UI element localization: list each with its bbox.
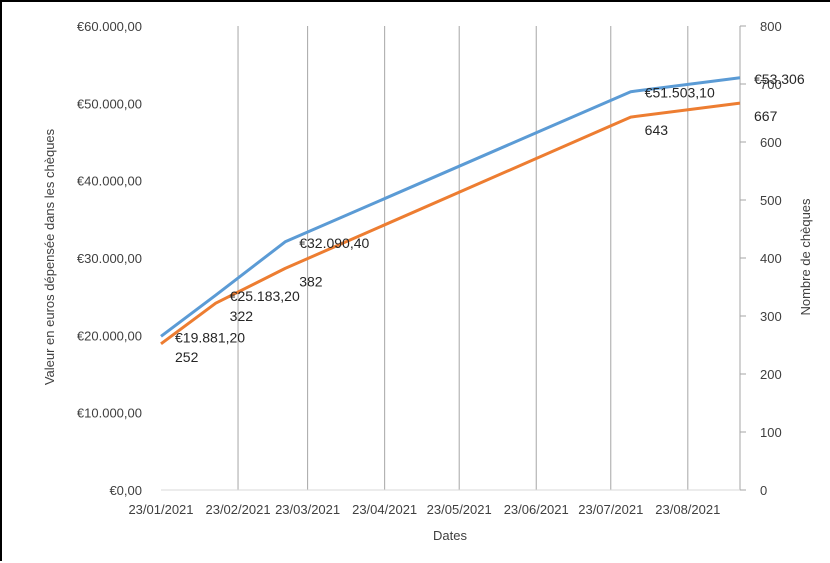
x-tick-label: 23/04/2021: [352, 502, 417, 517]
x-axis-title: Dates: [433, 528, 467, 543]
left-y-tick-label: €10.000,00: [77, 406, 142, 421]
count-series-line: [160, 101, 741, 346]
left-y-axis: €0,00 €10.000,00 €20.000,00 €30.000,00 €40.0…: [77, 19, 142, 498]
value-data-label: €19.881,20: [175, 329, 245, 345]
x-tick-label: 23/07/2021: [578, 502, 643, 517]
right-y-axis: 0 100 200 300 400 500 600 700 800: [740, 19, 782, 498]
value-series-line: [160, 76, 741, 338]
right-y-tick-label: 800: [760, 19, 782, 34]
x-tick-label: 23/06/2021: [504, 502, 569, 517]
right-y-tick-label: 300: [760, 309, 782, 324]
count-data-label: 667: [754, 108, 778, 124]
right-y-tick-label: 500: [760, 193, 782, 208]
right-y-tick-label: 200: [760, 367, 782, 382]
x-tick-label: 23/02/2021: [205, 502, 270, 517]
right-y-tick-label: 400: [760, 251, 782, 266]
x-axis-ticks: 23/01/2021 23/02/2021 23/03/2021 23/04/2021…: [128, 502, 720, 517]
value-data-label: €25.183,20: [230, 288, 300, 304]
x-tick-label: 23/03/2021: [275, 502, 340, 517]
x-tick-label: 23/08/2021: [655, 502, 720, 517]
value-data-label: €53.306: [754, 71, 805, 87]
left-y-tick-label: €40.000,00: [77, 174, 142, 189]
right-y-tick-label: 700: [760, 77, 782, 92]
left-y-tick-label: €30.000,00: [77, 251, 142, 266]
right-y-axis-title: Nombre de chèques: [798, 198, 813, 316]
left-y-tick-label: €50.000,00: [77, 96, 142, 111]
right-y-tick-label: 100: [760, 425, 782, 440]
right-y-tick-label: 600: [760, 135, 782, 150]
data-labels: €19.881,20 €25.183,20 €32.090,40 €51.503,10…: [175, 71, 805, 365]
count-data-label: 643: [645, 122, 669, 138]
count-data-label: 322: [230, 308, 254, 324]
left-y-axis-title: Valeur en euros dépensée dans les chèque…: [42, 128, 57, 385]
x-tick-label: 23/01/2021: [128, 502, 193, 517]
x-tick-label: 23/05/2021: [427, 502, 492, 517]
left-y-tick-label: €20.000,00: [77, 328, 142, 343]
vertical-gridlines: [237, 26, 741, 490]
count-data-label: 382: [299, 273, 323, 289]
count-data-label: 252: [175, 349, 199, 365]
left-y-tick-label: €60.000,00: [77, 19, 142, 34]
left-y-tick-label: €0,00: [109, 483, 142, 498]
series-lines: [160, 76, 741, 346]
value-data-label: €32.090,40: [299, 235, 369, 251]
value-data-label: €51.503,10: [645, 85, 715, 101]
right-y-tick-label: 0: [760, 483, 767, 498]
